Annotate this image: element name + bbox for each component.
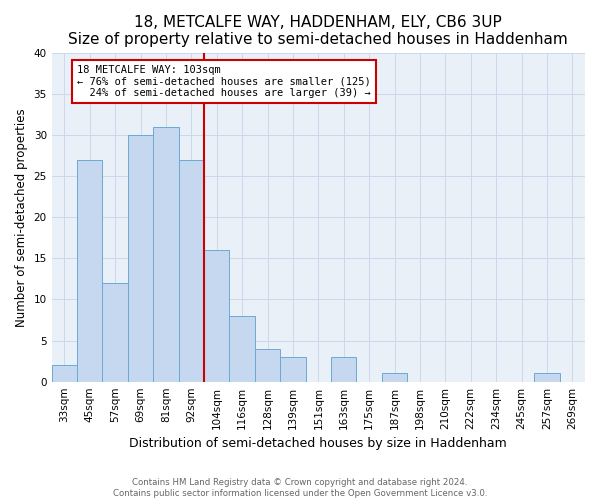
Bar xyxy=(204,250,229,382)
Bar xyxy=(179,160,204,382)
Y-axis label: Number of semi-detached properties: Number of semi-detached properties xyxy=(15,108,28,326)
Text: Contains HM Land Registry data © Crown copyright and database right 2024.
Contai: Contains HM Land Registry data © Crown c… xyxy=(113,478,487,498)
Bar xyxy=(128,135,153,382)
Bar xyxy=(534,374,560,382)
X-axis label: Distribution of semi-detached houses by size in Haddenham: Distribution of semi-detached houses by … xyxy=(130,437,507,450)
Bar xyxy=(382,374,407,382)
Text: 18 METCALFE WAY: 103sqm
← 76% of semi-detached houses are smaller (125)
  24% of: 18 METCALFE WAY: 103sqm ← 76% of semi-de… xyxy=(77,65,371,98)
Bar xyxy=(280,357,305,382)
Title: 18, METCALFE WAY, HADDENHAM, ELY, CB6 3UP
Size of property relative to semi-deta: 18, METCALFE WAY, HADDENHAM, ELY, CB6 3U… xyxy=(68,15,568,48)
Bar xyxy=(331,357,356,382)
Bar xyxy=(229,316,255,382)
Bar xyxy=(52,365,77,382)
Bar xyxy=(153,126,179,382)
Bar xyxy=(103,283,128,382)
Bar xyxy=(77,160,103,382)
Bar xyxy=(255,349,280,382)
